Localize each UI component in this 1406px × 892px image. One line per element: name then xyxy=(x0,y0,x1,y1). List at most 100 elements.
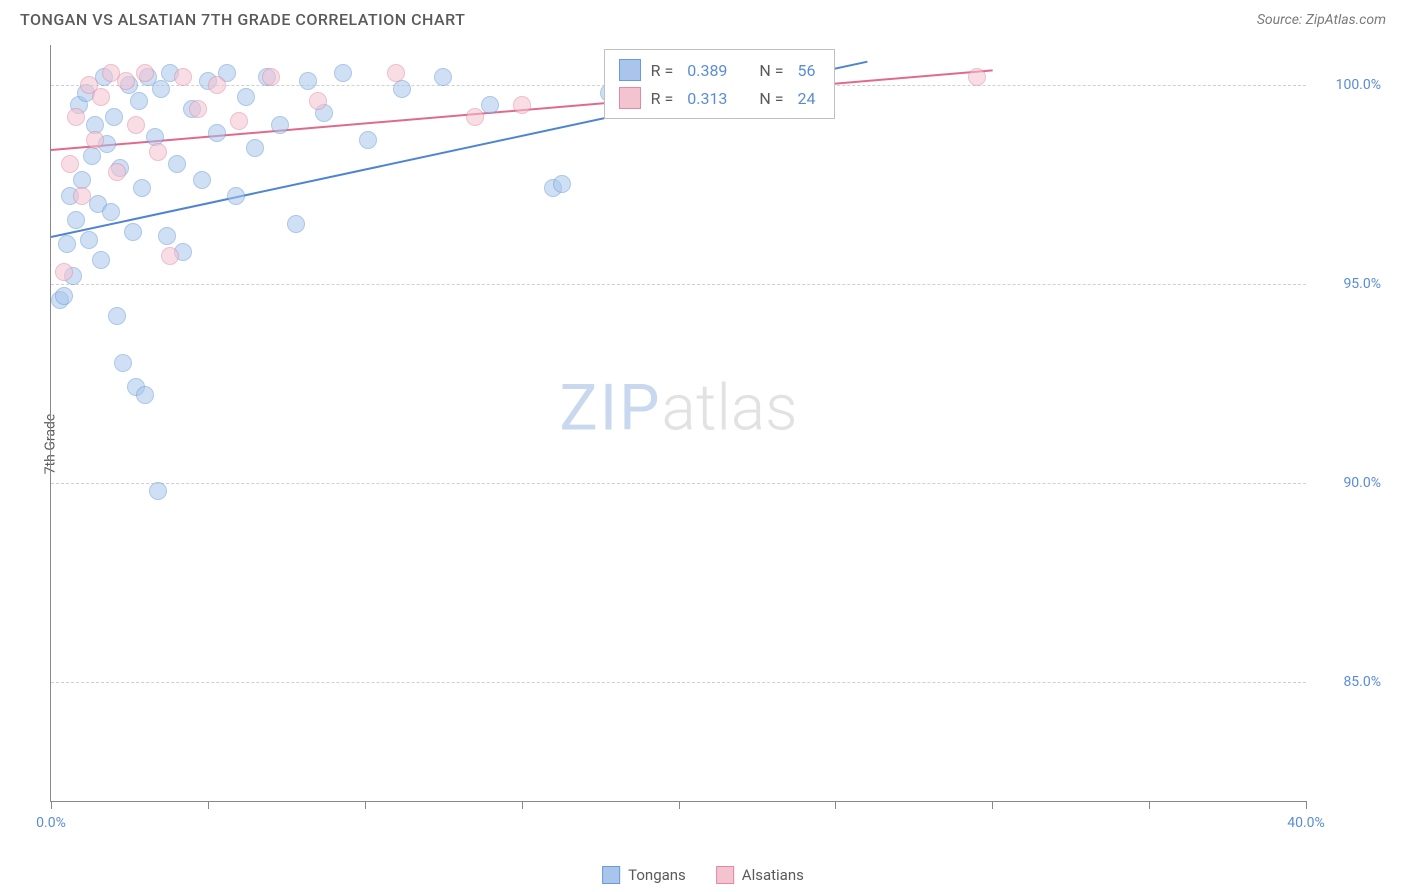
x-tick-label: 40.0% xyxy=(1287,815,1325,831)
legend-swatch xyxy=(716,866,734,884)
legend-swatch xyxy=(602,866,620,884)
x-tick xyxy=(992,801,993,809)
data-point xyxy=(108,307,126,325)
data-point xyxy=(127,116,145,134)
legend-r-label: R = xyxy=(651,89,674,108)
data-point xyxy=(299,72,317,90)
data-point xyxy=(161,247,179,265)
x-tick xyxy=(208,801,209,809)
y-tick-label: 90.0% xyxy=(1343,475,1381,491)
data-point xyxy=(108,163,126,181)
data-point xyxy=(968,68,986,86)
chart-source: Source: ZipAtlas.com xyxy=(1257,12,1386,28)
watermark-part1: ZIP xyxy=(559,370,661,445)
data-point xyxy=(434,68,452,86)
x-tick xyxy=(51,801,52,809)
data-point xyxy=(359,131,377,149)
data-point xyxy=(481,96,499,114)
legend-n-label: N = xyxy=(759,61,783,80)
data-point xyxy=(55,263,73,281)
data-point xyxy=(208,124,226,142)
data-point xyxy=(149,482,167,500)
x-tick xyxy=(679,801,680,809)
legend-swatch xyxy=(619,87,641,109)
series-legend-item: Alsatians xyxy=(716,866,804,884)
data-point xyxy=(553,175,571,193)
x-tick xyxy=(1149,801,1150,809)
data-point xyxy=(92,251,110,269)
data-point xyxy=(387,64,405,82)
data-point xyxy=(73,187,91,205)
data-point xyxy=(246,139,264,157)
grid-line xyxy=(51,682,1306,683)
stats-legend-row: R = 0.313 N = 24 xyxy=(619,84,820,112)
chart-title: TONGAN VS ALSATIAN 7TH GRADE CORRELATION… xyxy=(20,10,465,29)
data-point xyxy=(168,155,186,173)
plot-area: ZIPatlas 85.0%90.0%95.0%100.0%0.0%40.0%R… xyxy=(50,45,1306,802)
data-point xyxy=(61,155,79,173)
x-tick xyxy=(1306,801,1307,809)
data-point xyxy=(227,187,245,205)
data-point xyxy=(262,68,280,86)
data-point xyxy=(237,88,255,106)
legend-n-value: 24 xyxy=(798,89,816,108)
y-tick-label: 100.0% xyxy=(1336,77,1381,93)
data-point xyxy=(86,131,104,149)
series-legend-item: Tongans xyxy=(602,866,686,884)
data-point xyxy=(174,68,192,86)
data-point xyxy=(287,215,305,233)
data-point xyxy=(133,179,151,197)
y-tick-label: 85.0% xyxy=(1343,674,1381,690)
data-point xyxy=(193,171,211,189)
y-tick-label: 95.0% xyxy=(1343,276,1381,292)
data-point xyxy=(208,76,226,94)
x-tick xyxy=(365,801,366,809)
data-point xyxy=(67,108,85,126)
chart-container: 7th Grade ZIPatlas 85.0%90.0%95.0%100.0%… xyxy=(50,45,1386,842)
x-tick xyxy=(522,801,523,809)
data-point xyxy=(393,80,411,98)
legend-swatch xyxy=(619,59,641,81)
data-point xyxy=(149,143,167,161)
series-name: Alsatians xyxy=(742,866,804,884)
data-point xyxy=(466,108,484,126)
grid-line xyxy=(51,483,1306,484)
data-point xyxy=(189,100,207,118)
stats-legend: R = 0.389 N = 56 R = 0.313 N = 24 xyxy=(604,49,835,119)
x-tick-label: 0.0% xyxy=(36,815,66,831)
data-point xyxy=(271,116,289,134)
stats-legend-row: R = 0.389 N = 56 xyxy=(619,56,820,84)
data-point xyxy=(334,64,352,82)
x-tick xyxy=(835,801,836,809)
legend-n-label: N = xyxy=(759,89,783,108)
data-point xyxy=(152,80,170,98)
grid-line xyxy=(51,284,1306,285)
legend-r-value: 0.389 xyxy=(687,61,727,80)
legend-n-value: 56 xyxy=(798,61,816,80)
data-point xyxy=(117,72,135,90)
data-point xyxy=(55,287,73,305)
series-legend: Tongans Alsatians xyxy=(602,866,804,884)
data-point xyxy=(136,64,154,82)
data-point xyxy=(230,112,248,130)
data-point xyxy=(58,235,76,253)
chart-header: TONGAN VS ALSATIAN 7TH GRADE CORRELATION… xyxy=(0,0,1406,29)
data-point xyxy=(513,96,531,114)
data-point xyxy=(124,223,142,241)
legend-r-label: R = xyxy=(651,61,674,80)
data-point xyxy=(105,108,123,126)
series-name: Tongans xyxy=(628,866,686,884)
data-point xyxy=(92,88,110,106)
legend-r-value: 0.313 xyxy=(687,89,727,108)
data-point xyxy=(102,203,120,221)
data-point xyxy=(130,92,148,110)
data-point xyxy=(158,227,176,245)
data-point xyxy=(83,147,101,165)
data-point xyxy=(80,231,98,249)
data-point xyxy=(309,92,327,110)
watermark-part2: atlas xyxy=(662,370,798,445)
data-point xyxy=(114,354,132,372)
watermark: ZIPatlas xyxy=(559,370,797,445)
data-point xyxy=(67,211,85,229)
data-point xyxy=(136,386,154,404)
